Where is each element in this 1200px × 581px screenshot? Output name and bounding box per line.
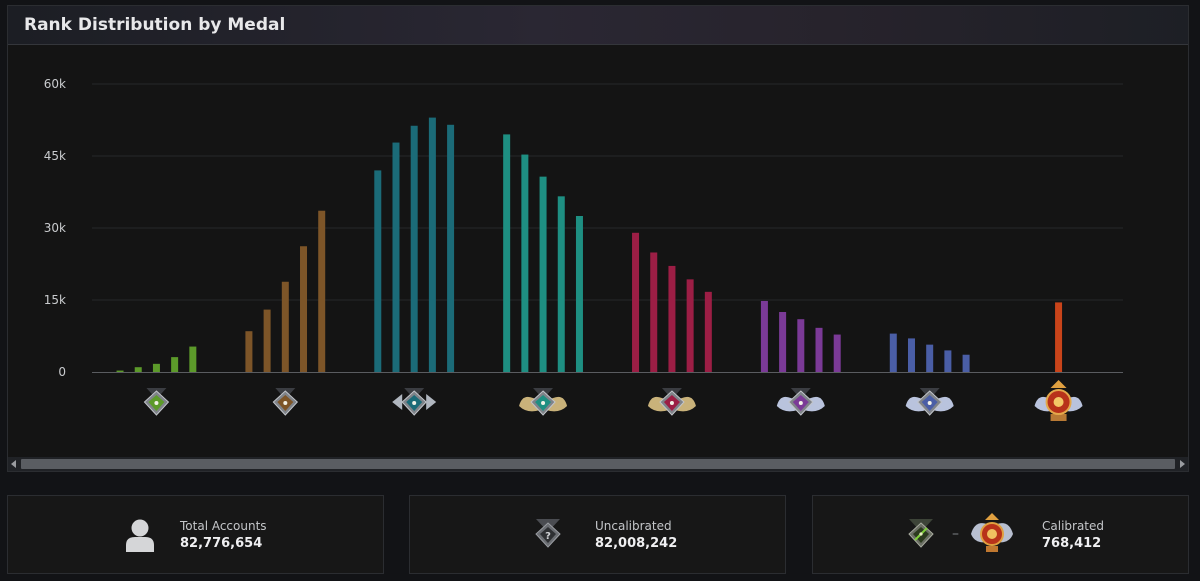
bar-legend-3[interactable]	[668, 265, 676, 372]
scroll-right-arrow-icon[interactable]	[1180, 460, 1185, 468]
total-accounts-label: Total Accounts	[180, 519, 267, 533]
bar-divine-2[interactable]	[907, 338, 915, 372]
bar-legend-4[interactable]	[686, 279, 694, 372]
y-tick-label: 0	[58, 365, 66, 379]
panel-header: Rank Distribution by Medal	[8, 6, 1188, 45]
scroll-left-arrow-icon[interactable]	[11, 460, 16, 468]
uncalibrated-label: Uncalibrated	[595, 519, 672, 533]
y-tick-label: 60k	[44, 77, 66, 91]
calibrated-label: Calibrated	[1042, 519, 1105, 533]
herald-medal-icon	[908, 519, 934, 548]
bar-herald-1[interactable]	[116, 370, 124, 372]
rank-distribution-chart: 0 15k 30k 45k 60k	[44, 77, 1123, 421]
bar-archon-4[interactable]	[557, 196, 565, 372]
bar-guardian-2[interactable]	[263, 309, 271, 372]
y-tick-label: 45k	[44, 149, 66, 163]
bar-guardian-4[interactable]	[300, 246, 308, 372]
uncalibrated-value: 82,008,242	[595, 536, 678, 551]
bar-archon-1[interactable]	[503, 134, 511, 372]
rank-distribution-panel: Rank Distribution by Medal 0 15k 30k 45k 60k	[7, 5, 1189, 472]
immortal-medal-icon	[971, 513, 1013, 552]
herald-medal-icon	[143, 388, 170, 416]
bar-guardian-5[interactable]	[318, 210, 326, 372]
panel-title: Rank Distribution by Medal	[24, 15, 286, 35]
guardian-medal-icon	[272, 388, 299, 416]
uncalibrated-card: ? Uncalibrated 82,008,242	[409, 495, 786, 574]
scroll-thumb[interactable]	[21, 459, 1175, 469]
bar-ancient-2[interactable]	[779, 312, 787, 372]
bar-legend-1[interactable]	[632, 232, 640, 372]
bar-archon-2[interactable]	[521, 154, 529, 372]
bar-ancient-1[interactable]	[760, 300, 768, 372]
bar-crusader-2[interactable]	[392, 142, 400, 372]
crusader-medal-icon	[392, 388, 437, 416]
y-tick-label: 15k	[44, 293, 66, 307]
bar-ancient-3[interactable]	[797, 319, 805, 372]
bar-herald-4[interactable]	[171, 357, 179, 372]
legend-medal-icon	[647, 388, 696, 416]
bar-divine-3[interactable]	[926, 344, 934, 372]
divine-medal-icon	[905, 388, 954, 416]
calibrated-card: – Calibrated 768,412	[812, 495, 1189, 574]
immortal-medal-icon	[1034, 380, 1083, 421]
archon-medal-icon	[519, 388, 568, 416]
bar-legend-2[interactable]	[650, 252, 658, 372]
bar-divine-5[interactable]	[962, 354, 970, 372]
calibrated-range-separator: –	[952, 526, 959, 542]
bar-guardian-3[interactable]	[281, 281, 289, 372]
bar-divine-1[interactable]	[889, 333, 897, 372]
total-accounts-card: Total Accounts 82,776,654	[7, 495, 384, 574]
bar-herald-5[interactable]	[189, 346, 197, 372]
bar-legend-5[interactable]	[704, 291, 712, 372]
bar-crusader-3[interactable]	[410, 125, 418, 372]
bar-archon-5[interactable]	[575, 216, 583, 372]
horizontal-scrollbar[interactable]	[8, 457, 1188, 471]
bar-guardian-1[interactable]	[245, 331, 253, 372]
bar-herald-2[interactable]	[134, 367, 142, 372]
user-icon	[126, 519, 154, 552]
bar-herald-3[interactable]	[152, 363, 160, 372]
bar-crusader-4[interactable]	[428, 117, 436, 372]
svg-text:?: ?	[545, 531, 551, 542]
bar-archon-3[interactable]	[539, 176, 547, 372]
bar-crusader-1[interactable]	[374, 170, 382, 372]
bar-ancient-5[interactable]	[833, 334, 841, 372]
calibrated-value: 768,412	[1042, 536, 1102, 551]
bar-ancient-4[interactable]	[815, 327, 823, 372]
ancient-medal-icon	[776, 388, 825, 416]
bar-divine-4[interactable]	[944, 350, 952, 372]
uncalibrated-medal-icon: ?	[535, 519, 561, 548]
y-tick-label: 30k	[44, 221, 66, 235]
bar-crusader-5[interactable]	[447, 124, 455, 372]
bar-immortal-1[interactable]	[1055, 302, 1063, 372]
total-accounts-value: 82,776,654	[180, 536, 263, 551]
